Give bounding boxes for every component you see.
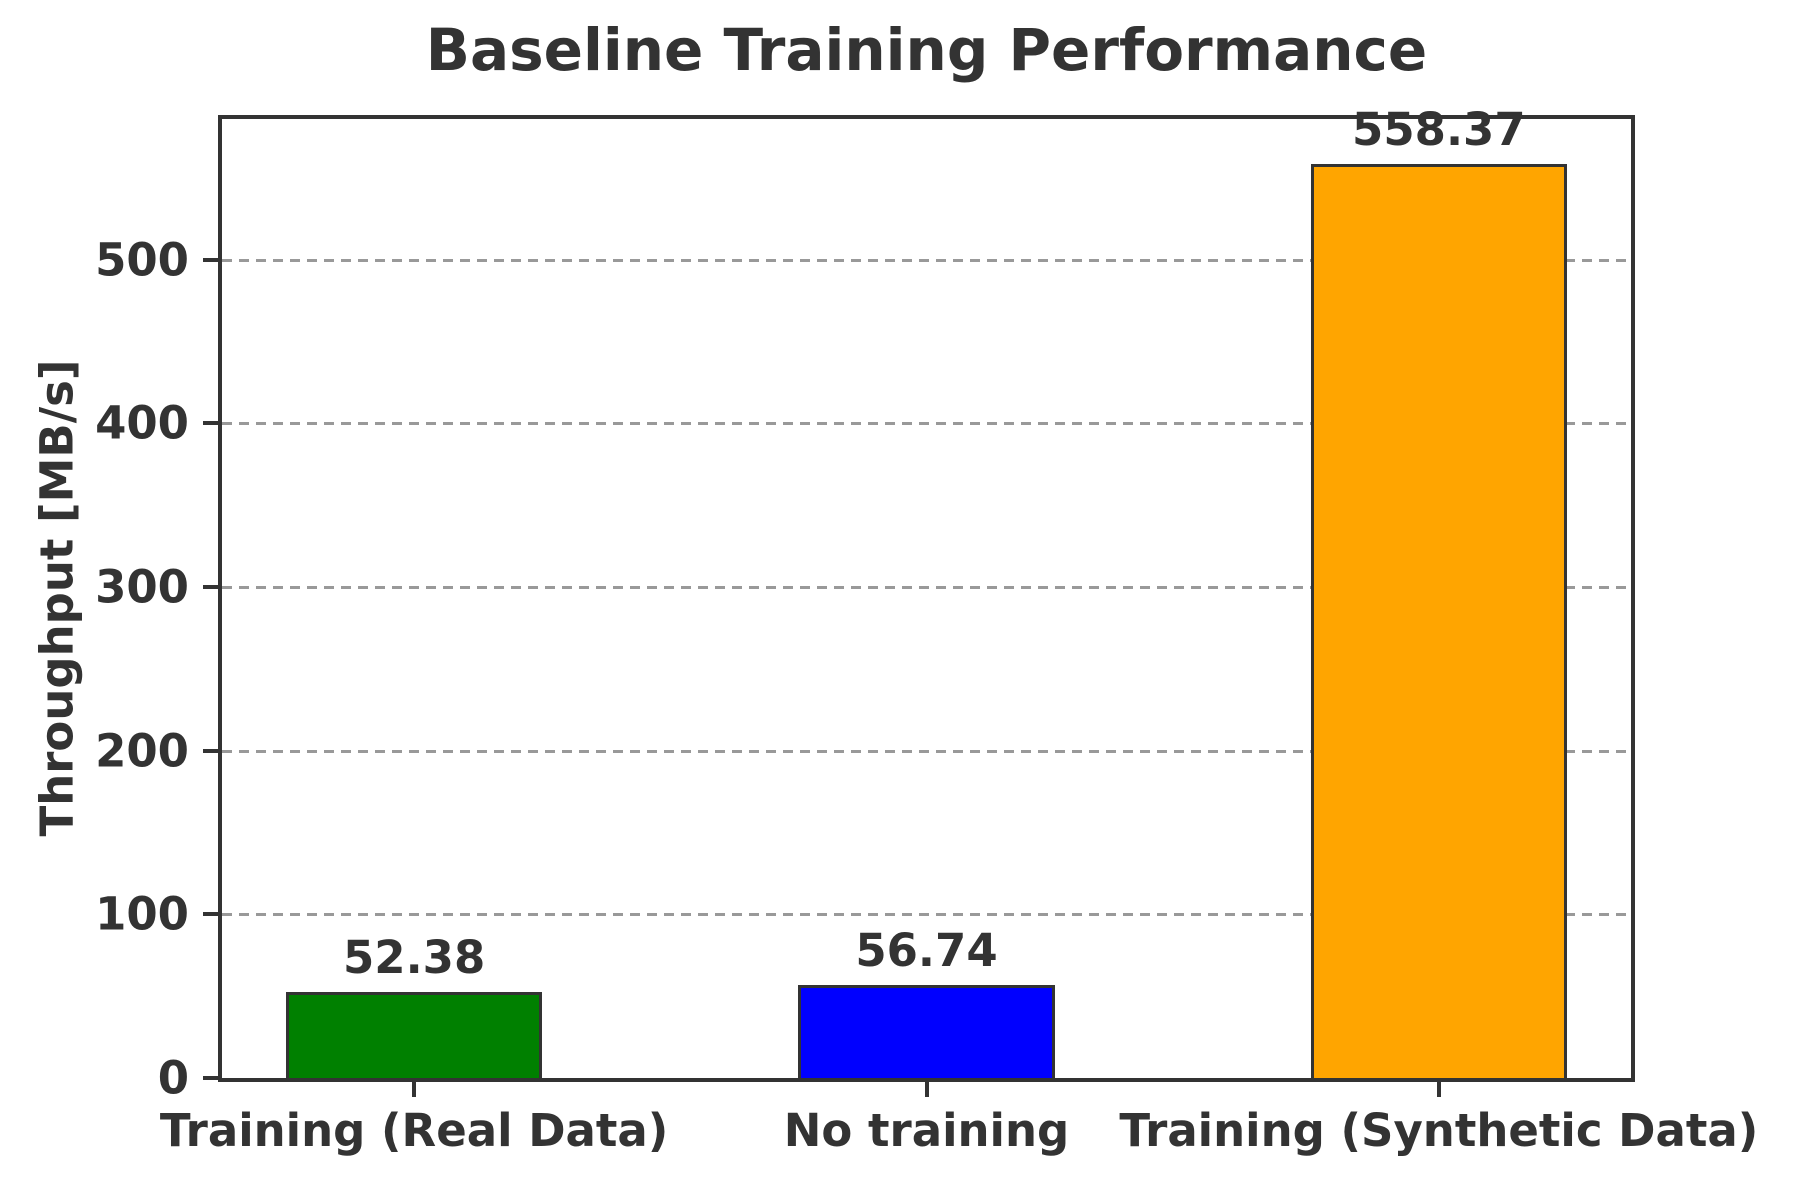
gridline-y-100 <box>222 913 1631 917</box>
y-tick-label-400: 400 <box>95 396 189 450</box>
bar-value-label: 56.74 <box>855 924 998 978</box>
y-tick-mark-300 <box>203 585 218 590</box>
x-tick-label-2: Training (Synthetic Data) <box>1119 1104 1759 1157</box>
y-tick-label-100: 100 <box>95 887 189 941</box>
bar-rect <box>1310 164 1568 1078</box>
bar-training-synthetic-data: 558.37 <box>1310 103 1568 1078</box>
x-tick-label-0: Training (Real Data) <box>159 1104 669 1157</box>
bar-value-label: 558.37 <box>1352 103 1526 157</box>
gridline-y-400 <box>222 422 1631 426</box>
y-tick-mark-100 <box>203 912 218 917</box>
bar-rect <box>285 992 543 1078</box>
bar-no-training: 56.74 <box>798 924 1055 1078</box>
y-tick-mark-500 <box>203 257 218 262</box>
y-tick-label-200: 200 <box>95 724 189 778</box>
x-tick-mark-0 <box>412 1082 417 1097</box>
bar-value-label: 52.38 <box>342 931 486 985</box>
x-tick-label-1: No training <box>783 1104 1070 1157</box>
gridline-y-300 <box>222 586 1631 590</box>
y-tick-mark-400 <box>203 421 218 426</box>
plot-area: 52.38 56.74 558.37 <box>218 103 1635 1082</box>
y-tick-label-300: 300 <box>95 560 189 614</box>
x-tick-mark-2 <box>1436 1082 1441 1097</box>
y-tick-mark-200 <box>203 748 218 753</box>
y-tick-label-500: 500 <box>95 233 189 287</box>
y-tick-label-0: 0 <box>157 1051 189 1105</box>
y-tick-mark-0 <box>203 1076 218 1080</box>
gridline-y-500 <box>222 258 1631 262</box>
gridline-y-200 <box>222 749 1631 753</box>
bar-training-real-data: 52.38 <box>285 931 543 1078</box>
chart-title: Baseline Training Performance <box>425 16 1428 84</box>
bar-rect <box>798 985 1055 1078</box>
x-tick-mark-1 <box>924 1082 929 1097</box>
